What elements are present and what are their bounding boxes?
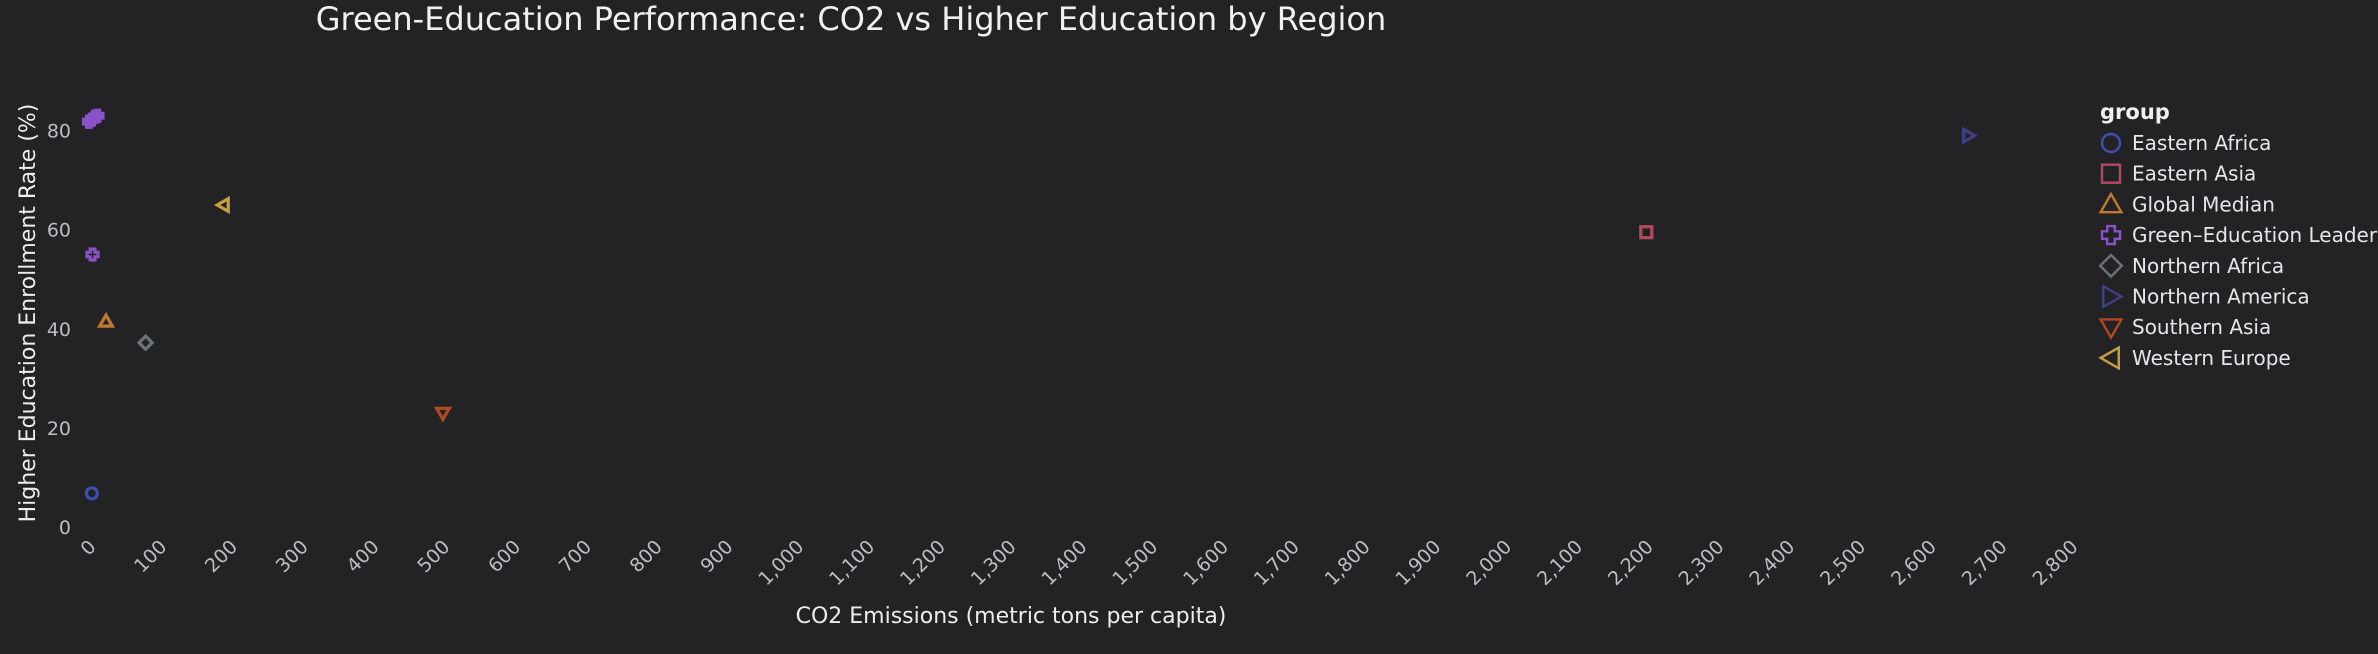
legend-label: Southern Asia <box>2132 315 2271 339</box>
legend: group Eastern Africa Eastern Asia Global M… <box>2098 100 2378 371</box>
legend-marker-icon <box>2098 191 2124 214</box>
x-tick-label: 1,300 <box>967 536 1021 590</box>
legend-item: Green–Education Leader <box>2100 223 2378 247</box>
x-tick-label: 1,200 <box>896 536 950 590</box>
x-tick-label: 400 <box>342 536 383 577</box>
x-tick-label: 2,800 <box>2029 536 2083 590</box>
legend-title: group <box>2100 100 2170 124</box>
data-point <box>85 247 100 262</box>
y-axis-label: Higher Education Enrollment Rate (%) <box>16 104 41 523</box>
x-tick-label: 1,500 <box>1108 536 1162 590</box>
x-axis-ticks: 0 100 200 300 400 500 600 700 800 900 1,000 1,100 1,… <box>76 536 2082 590</box>
y-tick-label: 60 <box>47 220 71 242</box>
legend-item: Global Median <box>2098 191 2275 216</box>
x-tick-label: 1,800 <box>1321 536 1375 590</box>
x-tick-label: 1,100 <box>825 536 879 590</box>
x-tick-label: 0 <box>76 536 100 560</box>
x-tick-label: 500 <box>413 536 454 577</box>
data-point <box>90 108 105 123</box>
y-tick-label: 20 <box>47 418 71 440</box>
x-tick-label: 2,500 <box>1816 536 1870 590</box>
series-western-europe <box>213 195 230 215</box>
legend-label: Eastern Asia <box>2132 162 2256 186</box>
legend-item: Eastern Asia <box>2100 162 2256 186</box>
legend-item: Eastern Africa <box>2100 131 2271 155</box>
x-tick-label: 1,900 <box>1391 536 1445 590</box>
data-point <box>136 333 155 352</box>
legend-marker-icon <box>2102 284 2124 309</box>
x-tick-label: 2,200 <box>1604 536 1658 590</box>
legend-label: Northern America <box>2132 285 2310 309</box>
series-global-median <box>96 311 116 328</box>
data-point <box>213 195 230 215</box>
x-tick-label: 1,400 <box>1038 536 1092 590</box>
legend-label: Eastern Africa <box>2132 131 2271 155</box>
legend-label: Green–Education Leader <box>2132 223 2378 247</box>
x-tick-label: 800 <box>626 536 667 577</box>
x-tick-label: 1,600 <box>1179 536 1233 590</box>
legend-item: Western Europe <box>2098 345 2291 371</box>
x-tick-label: 2,000 <box>1462 536 1516 590</box>
legend-marker-icon <box>2100 132 2122 154</box>
data-point <box>1962 126 1978 145</box>
y-tick-label: 80 <box>47 121 71 143</box>
chart-title: Green-Education Performance: CO2 vs High… <box>316 0 1387 38</box>
legend-label: Northern Africa <box>2132 254 2284 278</box>
legend-label: Western Europe <box>2132 346 2291 370</box>
x-tick-label: 700 <box>555 536 596 577</box>
legend-item: Northern Africa <box>2098 253 2284 279</box>
x-tick-label: 100 <box>130 536 171 577</box>
y-tick-label: 0 <box>59 517 71 539</box>
data-point <box>1639 225 1654 240</box>
x-tick-label: 200 <box>201 536 242 577</box>
x-axis-label: CO2 Emissions (metric tons per capita) <box>796 604 1227 629</box>
y-axis-ticks: 0 20 40 60 80 <box>47 121 71 539</box>
legend-marker-icon <box>2100 224 2122 246</box>
data-point <box>433 406 453 423</box>
x-tick-label: 2,700 <box>1958 536 2012 590</box>
series-northern-america <box>1962 126 1978 145</box>
series-green-education-leader <box>81 108 105 262</box>
x-tick-label: 1,000 <box>754 536 808 590</box>
plot-area <box>81 108 1978 501</box>
series-eastern-asia <box>1639 225 1654 240</box>
y-tick-label: 40 <box>47 319 71 341</box>
series-southern-asia <box>433 406 453 423</box>
legend-marker-icon <box>2100 163 2122 184</box>
data-point <box>96 311 116 328</box>
x-tick-label: 2,100 <box>1533 536 1587 590</box>
legend-item: Northern America <box>2102 284 2310 309</box>
x-tick-label: 1,700 <box>1250 536 1304 590</box>
series-northern-africa <box>136 333 155 352</box>
x-tick-label: 300 <box>272 536 313 577</box>
series-eastern-africa <box>84 486 99 501</box>
legend-marker-icon <box>2098 345 2120 371</box>
x-tick-label: 2,300 <box>1675 536 1729 590</box>
x-tick-label: 900 <box>696 536 737 577</box>
x-tick-label: 2,400 <box>1745 536 1799 590</box>
x-tick-label: 2,600 <box>1887 536 1941 590</box>
legend-marker-icon <box>2098 253 2124 279</box>
legend-marker-icon <box>2098 318 2124 340</box>
legend-label: Global Median <box>2132 192 2275 216</box>
data-point <box>84 486 99 501</box>
x-tick-label: 600 <box>484 536 525 577</box>
legend-item: Southern Asia <box>2098 315 2271 340</box>
